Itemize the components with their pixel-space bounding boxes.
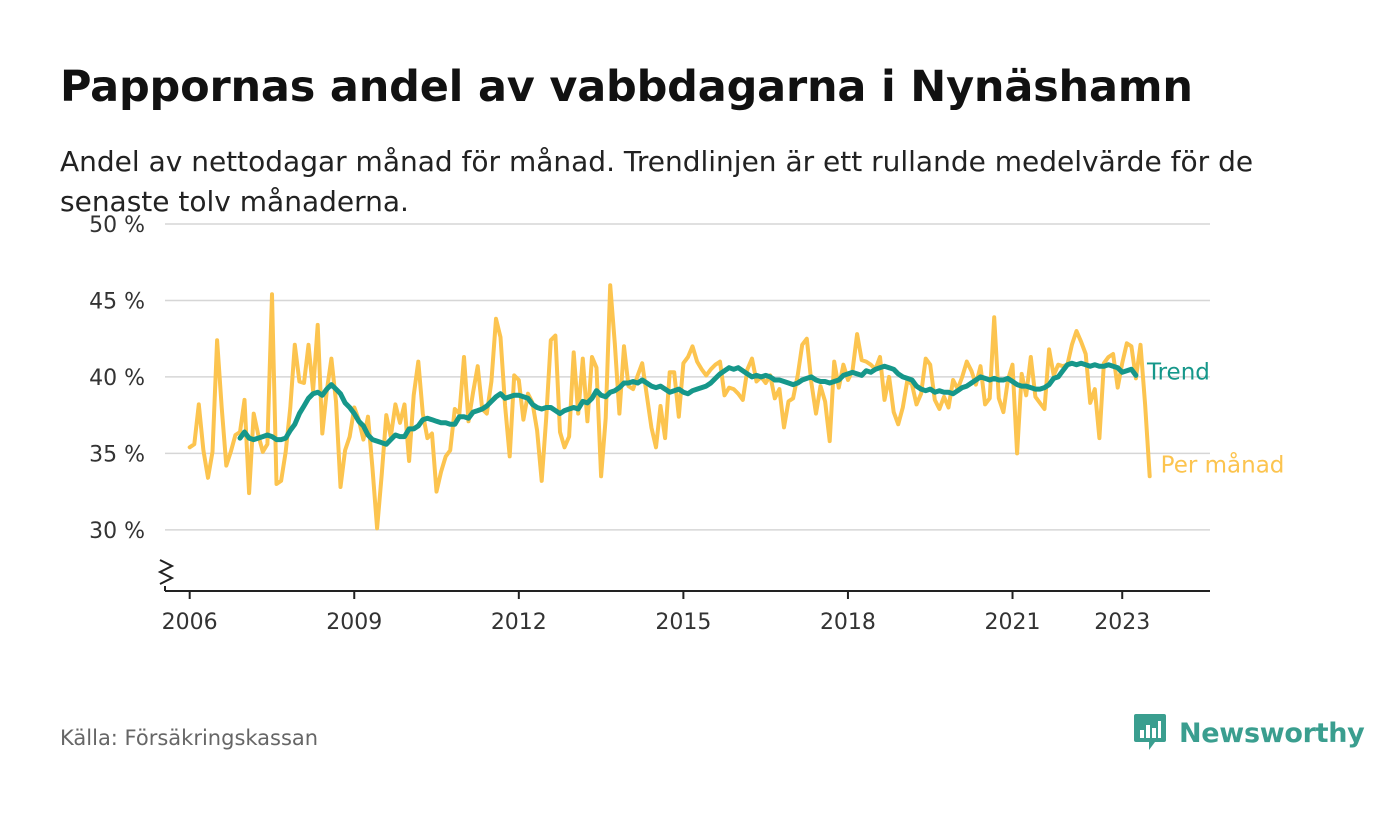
brand-name: Newsworthy: [1179, 717, 1365, 749]
series-line-trend: [237, 360, 1139, 447]
series-lines: [187, 283, 1152, 531]
x-tick-label-2015: 2015: [655, 610, 711, 635]
x-axis: 2006 2009 2012 2015 2018 2021 2023: [157, 559, 1210, 635]
x-tick-label-2018: 2018: [820, 610, 876, 635]
axis-break-icon: [157, 559, 175, 585]
chart-title: Pappornas andel av vabbdagarna i Nynäsha…: [60, 62, 1193, 112]
x-tick-label-2021: 2021: [985, 610, 1041, 635]
chart-subtitle: Andel av nettodagar månad för månad. Tre…: [60, 145, 1254, 218]
x-tick-label-2009: 2009: [326, 610, 382, 635]
y-tick-label-50: 50 %: [89, 213, 145, 238]
y-tick-label-35: 35 %: [89, 442, 145, 467]
brand: Newsworthy: [1133, 713, 1365, 753]
x-tick-label-2006: 2006: [162, 610, 218, 635]
source-note: Källa: Försäkringskassan: [60, 726, 319, 750]
y-tick-label-30: 30 %: [89, 519, 145, 544]
newsworthy-logo-icon: [1134, 714, 1166, 750]
y-tick-label-40: 40 %: [89, 366, 145, 391]
series-label-trend: Trend: [1146, 359, 1210, 385]
series-line-per-manad: [187, 283, 1152, 531]
series-label-per-manad: Per månad: [1161, 450, 1285, 478]
series-labels: Per månad Trend: [1146, 359, 1284, 478]
x-tick-label-2023: 2023: [1094, 610, 1150, 635]
y-axis-ticks: 30 % 35 % 40 % 45 % 50 %: [89, 213, 145, 544]
y-tick-label-45: 45 %: [89, 289, 145, 314]
x-tick-label-2012: 2012: [491, 610, 547, 635]
